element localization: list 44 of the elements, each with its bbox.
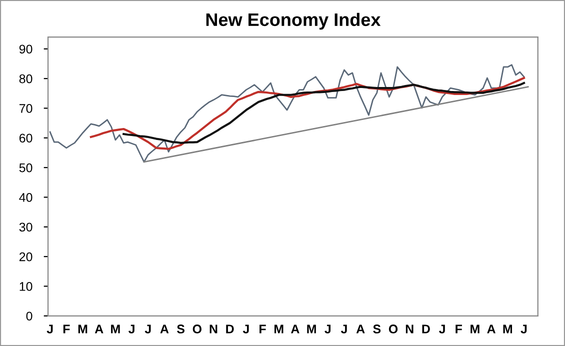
x-tick-label: A xyxy=(487,324,496,334)
x-tick-label: J xyxy=(242,324,249,334)
x-tick-label: S xyxy=(176,324,184,334)
x-tick-label: F xyxy=(260,324,266,334)
x-tick-label: A xyxy=(94,324,104,334)
x-tick-label: N xyxy=(210,324,218,334)
x-tick-label: M xyxy=(307,324,316,334)
x-tick-label: J xyxy=(520,324,527,334)
y-tick-label: 10 xyxy=(20,282,32,291)
x-tick-label: N xyxy=(406,324,414,334)
chart-title: New Economy Index xyxy=(206,12,381,30)
x-tick-label: S xyxy=(373,324,381,334)
line-series xyxy=(122,82,526,144)
x-tick-label: M xyxy=(503,324,512,334)
x-tick-label: D xyxy=(226,324,234,334)
x-tick-label: J xyxy=(340,324,347,334)
line-series xyxy=(49,64,525,163)
y-tick-label: 50 xyxy=(19,163,32,172)
y-tick-label: 30 xyxy=(19,222,32,232)
x-tick-label: M xyxy=(111,324,120,334)
x-tick-label: J xyxy=(324,324,331,334)
y-tick-label: 0 xyxy=(26,312,32,321)
y-tick-label: 20 xyxy=(19,252,32,262)
x-tick-label: O xyxy=(192,324,202,334)
x-tick-label: J xyxy=(128,324,134,334)
x-tick-label: A xyxy=(290,324,300,334)
x-tick-label: A xyxy=(160,324,169,334)
y-tick-label: 40 xyxy=(19,193,32,202)
y-tick-label: 90 xyxy=(19,44,32,54)
x-tick-label: M xyxy=(274,324,284,334)
y-tick-label: 70 xyxy=(19,104,32,113)
x-tick-label: F xyxy=(63,324,70,334)
x-tick-label: F xyxy=(456,324,462,334)
x-tick-label: M xyxy=(470,324,480,334)
x-tick-label: J xyxy=(144,324,151,334)
y-tick-label: 60 xyxy=(19,134,32,143)
x-tick-label: J xyxy=(46,324,53,334)
x-tick-label: D xyxy=(422,324,430,334)
y-tick-label: 80 xyxy=(19,74,32,84)
x-tick-label: A xyxy=(356,324,365,334)
line-series xyxy=(90,76,526,150)
x-tick-label: M xyxy=(78,324,88,334)
x-tick-label: J xyxy=(438,324,445,334)
x-tick-label: O xyxy=(388,324,398,334)
